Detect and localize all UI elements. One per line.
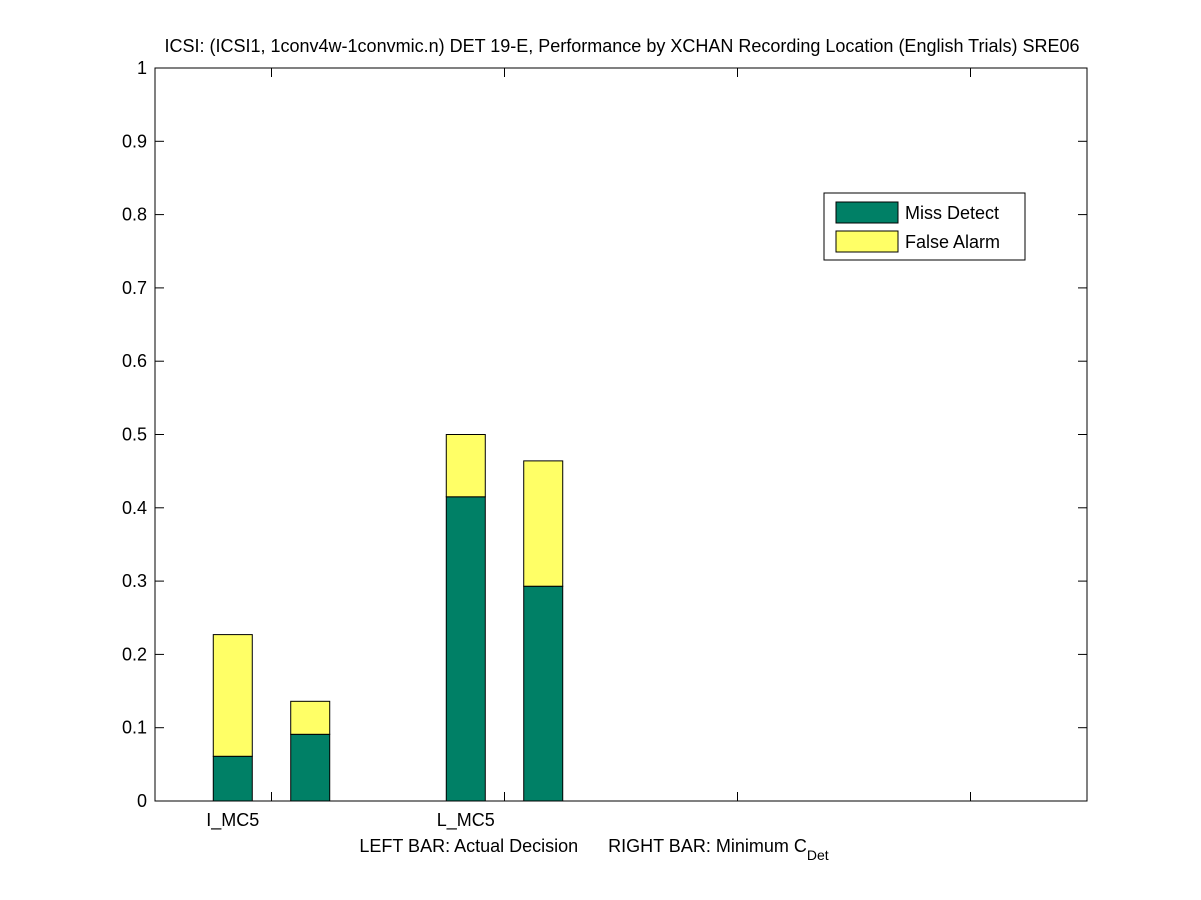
y-tick-label: 0.6 [122,351,147,371]
y-axis: 0 0.1 0.2 0.3 0.4 0.5 0.6 0.7 0.8 0.9 1 [122,58,1087,811]
x-tick-label: L_MC5 [437,810,495,831]
bar-false-alarm [212,634,253,757]
y-tick-label: 0.7 [122,278,147,298]
y-tick-label: 0.1 [122,718,147,738]
legend: Miss Detect False Alarm [823,192,1026,261]
legend-label: Miss Detect [905,203,999,223]
x-tick-label: I_MC5 [206,810,259,831]
bar-false-alarm [523,460,564,587]
y-tick-label: 0.5 [122,425,147,445]
legend-swatch [835,201,899,224]
bar-miss-detect [523,585,564,802]
x-axis-label-left: LEFT BAR: Actual Decision [359,836,578,856]
x-axis-label-subscript: Det [807,847,829,863]
bar-miss-detect [445,496,486,802]
chart-title: ICSI: (ICSI1, 1conv4w-1convmic.n) DET 19… [164,36,1079,56]
y-tick-label: 0.3 [122,571,147,591]
bars [212,434,564,802]
bar-false-alarm [290,700,331,735]
y-tick-label: 0.2 [122,644,147,664]
y-tick-label: 1 [137,58,147,78]
legend-label: False Alarm [905,232,1000,252]
y-tick-label: 0.8 [122,205,147,225]
bar-false-alarm [445,434,486,498]
bar-miss-detect [290,733,331,802]
y-tick-label: 0 [137,791,147,811]
y-tick-label: 0.4 [122,498,147,518]
x-axis-label: LEFT BAR: Actual Decision RIGHT BAR: Mini… [359,836,828,863]
x-axis-label-right: RIGHT BAR: Minimum C [608,836,807,856]
plot-area [155,68,1087,801]
legend-swatch [835,230,899,253]
x-axis: I_MC5 L_MC5 [206,68,971,831]
y-tick-label: 0.9 [122,131,147,151]
bar-miss-detect [212,755,253,802]
